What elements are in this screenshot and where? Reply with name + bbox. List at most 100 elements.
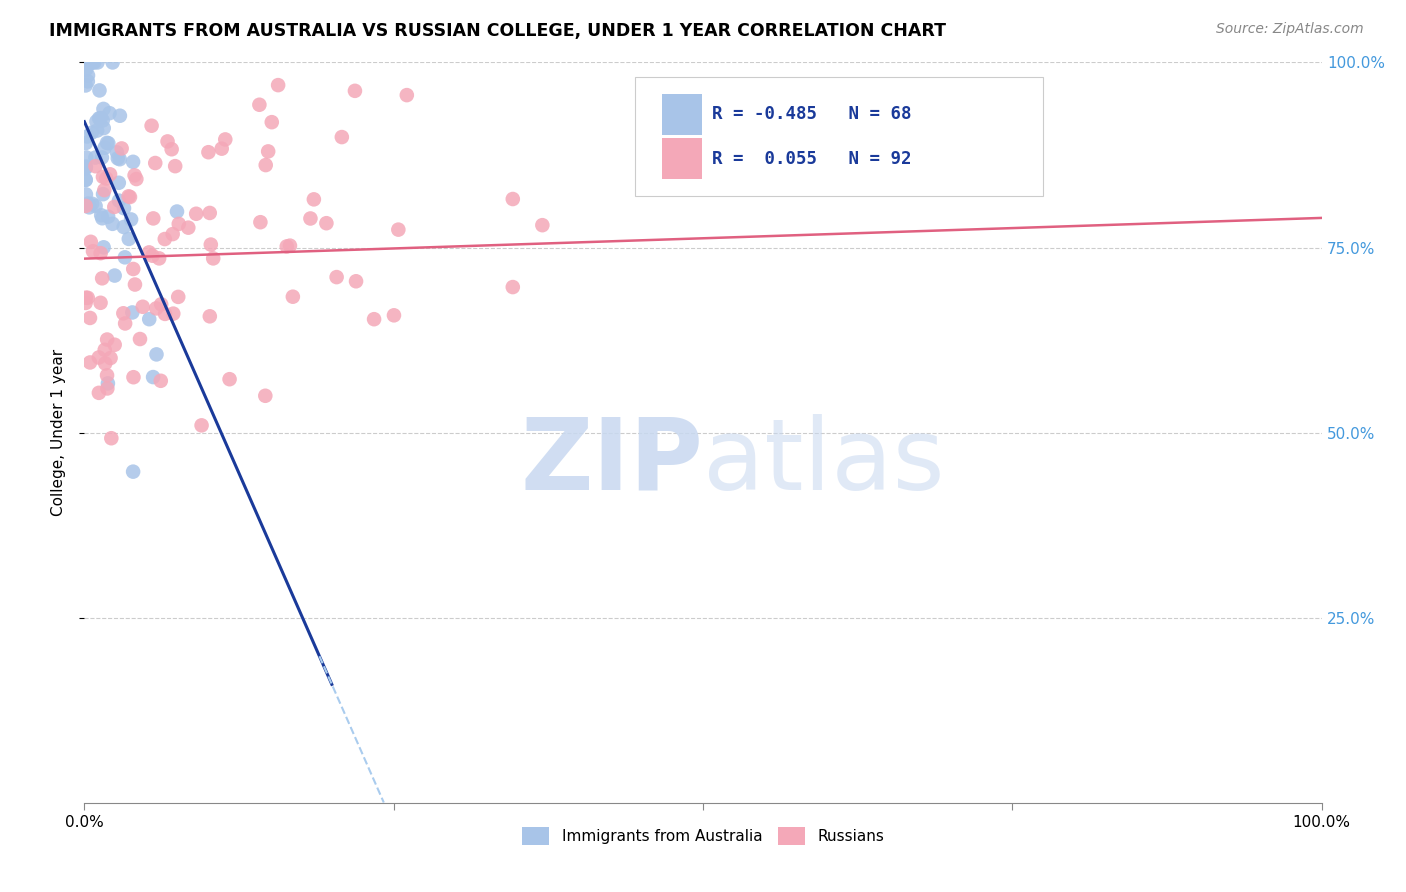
Point [502, 280, 524, 294]
Point [121, 305, 143, 319]
Point [141, 119, 163, 133]
Point [82, 244, 104, 259]
Point [132, 300, 155, 314]
Point [75, 161, 97, 175]
Point [93, 240, 115, 254]
Point [90, 208, 112, 222]
Point [218, 372, 240, 386]
Point [98, 167, 121, 181]
Point [77, 55, 100, 70]
Point [214, 132, 236, 146]
Point [97, 136, 120, 151]
Point [75, 291, 97, 305]
Point [97, 210, 120, 224]
Point [100, 431, 122, 445]
Point [96, 381, 118, 395]
Point [112, 201, 135, 215]
Point [76, 129, 98, 144]
Point [104, 268, 127, 283]
Point [104, 337, 127, 351]
Point [76, 291, 98, 305]
Point [112, 219, 135, 234]
Point [108, 152, 131, 166]
Text: R = -0.485   N = 68: R = -0.485 N = 68 [711, 105, 911, 123]
Point [167, 290, 190, 304]
Point [94, 356, 117, 370]
Point [125, 172, 148, 186]
Point [138, 245, 160, 260]
Point [84, 151, 107, 165]
Point [83, 55, 105, 70]
Point [75, 160, 97, 174]
Point [79, 55, 101, 70]
Point [96, 136, 118, 150]
Point [118, 190, 141, 204]
Point [257, 145, 280, 159]
FancyBboxPatch shape [662, 94, 702, 135]
Point [502, 192, 524, 206]
Point [129, 332, 152, 346]
Point [76, 55, 98, 70]
Point [141, 249, 163, 263]
Point [247, 97, 270, 112]
Point [84, 199, 107, 213]
Point [160, 142, 183, 156]
Point [153, 232, 176, 246]
Point [86, 123, 108, 137]
Point [86, 55, 108, 70]
Point [281, 290, 304, 304]
Point [165, 159, 187, 173]
Point [278, 238, 301, 252]
Point [108, 109, 131, 123]
Point [112, 306, 135, 320]
Point [82, 55, 104, 70]
Point [315, 216, 337, 230]
Point [122, 370, 145, 384]
Point [79, 310, 101, 325]
Legend: Immigrants from Australia, Russians: Immigrants from Australia, Russians [516, 821, 890, 851]
Point [107, 151, 129, 165]
Point [395, 88, 418, 103]
Point [167, 217, 190, 231]
Text: IMMIGRANTS FROM AUSTRALIA VS RUSSIAN COLLEGE, UNDER 1 YEAR CORRELATION CHART: IMMIGRANTS FROM AUSTRALIA VS RUSSIAN COL… [49, 22, 946, 40]
Point [80, 235, 103, 249]
Point [87, 351, 110, 365]
Point [260, 115, 283, 129]
Point [96, 368, 118, 383]
Point [162, 307, 184, 321]
Point [93, 343, 115, 357]
Point [87, 385, 110, 400]
Point [100, 351, 122, 365]
Point [114, 317, 136, 331]
Point [103, 200, 125, 214]
Point [75, 187, 97, 202]
Point [190, 418, 212, 433]
Point [387, 222, 409, 236]
Point [267, 78, 290, 92]
Point [120, 212, 142, 227]
Point [77, 196, 100, 211]
Text: Source: ZipAtlas.com: Source: ZipAtlas.com [1216, 22, 1364, 37]
Point [145, 301, 167, 316]
Point [89, 83, 111, 97]
Point [96, 333, 118, 347]
Point [122, 262, 145, 277]
Point [75, 136, 97, 150]
Point [98, 106, 121, 120]
Point [162, 227, 184, 241]
Point [77, 69, 100, 83]
Point [325, 270, 347, 285]
Point [200, 237, 222, 252]
Point [150, 297, 173, 311]
Point [153, 307, 176, 321]
Point [101, 55, 124, 70]
Point [344, 274, 367, 288]
Y-axis label: College, Under 1 year: College, Under 1 year [51, 349, 66, 516]
Point [198, 310, 221, 324]
Point [254, 389, 277, 403]
Point [90, 246, 112, 260]
Point [186, 207, 208, 221]
Point [124, 169, 146, 183]
Point [202, 252, 225, 266]
Point [91, 187, 114, 202]
